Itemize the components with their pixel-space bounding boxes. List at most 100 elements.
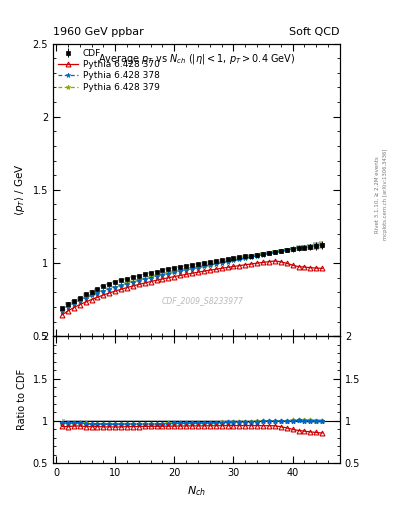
Pythia 6.428 379: [148, 274, 153, 281]
Pythia 6.428 370: [142, 280, 147, 286]
Pythia 6.428 370: [113, 288, 118, 294]
Pythia 6.428 370: [184, 271, 189, 278]
Pythia 6.428 370: [130, 283, 135, 289]
Pythia 6.428 370: [296, 264, 301, 270]
Pythia 6.428 379: [219, 260, 224, 266]
Pythia 6.428 378: [243, 255, 248, 261]
Pythia 6.428 370: [160, 276, 165, 282]
Pythia 6.428 378: [142, 276, 147, 282]
Pythia 6.428 370: [136, 282, 141, 288]
Pythia 6.428 378: [208, 262, 212, 268]
Pythia 6.428 370: [72, 305, 76, 311]
Pythia 6.428 379: [308, 243, 313, 249]
Pythia 6.428 370: [202, 268, 206, 274]
Pythia 6.428 379: [172, 269, 177, 275]
Pythia 6.428 379: [249, 253, 253, 260]
Pythia 6.428 379: [83, 295, 88, 301]
Pythia 6.428 370: [77, 302, 82, 308]
Pythia 6.428 378: [302, 244, 307, 250]
Pythia 6.428 378: [166, 270, 171, 276]
Pythia 6.428 378: [314, 242, 319, 248]
Pythia 6.428 370: [66, 308, 70, 314]
Pythia 6.428 379: [202, 263, 206, 269]
Text: CDF_2009_S8233977: CDF_2009_S8233977: [161, 296, 243, 306]
Pythia 6.428 370: [148, 279, 153, 285]
Pythia 6.428 370: [261, 259, 265, 265]
Pythia 6.428 379: [142, 275, 147, 282]
Pythia 6.428 379: [107, 286, 112, 292]
Pythia 6.428 370: [231, 263, 236, 269]
Pythia 6.428 379: [66, 304, 70, 310]
Line: Pythia 6.428 379: Pythia 6.428 379: [59, 242, 325, 313]
Pythia 6.428 378: [190, 266, 195, 272]
Pythia 6.428 370: [119, 286, 123, 292]
Pythia 6.428 379: [130, 279, 135, 285]
Pythia 6.428 379: [95, 290, 100, 296]
Pythia 6.428 378: [66, 304, 70, 310]
Pythia 6.428 379: [136, 277, 141, 283]
Pythia 6.428 379: [125, 281, 129, 287]
Pythia 6.428 370: [225, 264, 230, 270]
Pythia 6.428 378: [184, 267, 189, 273]
Pythia 6.428 378: [219, 260, 224, 266]
Pythia 6.428 378: [72, 301, 76, 307]
Pythia 6.428 370: [196, 269, 200, 275]
Pythia 6.428 378: [296, 245, 301, 251]
Pythia 6.428 378: [77, 297, 82, 304]
Pythia 6.428 378: [249, 254, 253, 260]
Y-axis label: $\langle p_T \rangle$ / GeV: $\langle p_T \rangle$ / GeV: [13, 163, 27, 216]
Legend: CDF, Pythia 6.428 370, Pythia 6.428 378, Pythia 6.428 379: CDF, Pythia 6.428 370, Pythia 6.428 378,…: [57, 47, 162, 94]
Text: Rivet 3.1.10, ≥ 2.2M events: Rivet 3.1.10, ≥ 2.2M events: [375, 156, 380, 233]
Pythia 6.428 378: [95, 290, 100, 296]
Pythia 6.428 378: [320, 242, 325, 248]
Pythia 6.428 378: [231, 258, 236, 264]
Pythia 6.428 370: [243, 262, 248, 268]
Pythia 6.428 379: [119, 282, 123, 288]
Pythia 6.428 379: [285, 247, 289, 253]
Pythia 6.428 378: [101, 288, 106, 294]
Pythia 6.428 378: [225, 259, 230, 265]
Pythia 6.428 370: [302, 264, 307, 270]
Line: Pythia 6.428 378: Pythia 6.428 378: [59, 242, 325, 313]
Pythia 6.428 370: [213, 266, 218, 272]
Text: 1960 GeV ppbar: 1960 GeV ppbar: [53, 27, 144, 37]
Pythia 6.428 370: [255, 260, 259, 266]
Pythia 6.428 378: [60, 308, 64, 314]
Pythia 6.428 379: [101, 288, 106, 294]
Line: Pythia 6.428 370: Pythia 6.428 370: [59, 259, 325, 317]
Pythia 6.428 370: [314, 265, 319, 271]
Pythia 6.428 378: [160, 272, 165, 278]
Pythia 6.428 379: [237, 256, 242, 262]
Pythia 6.428 379: [243, 255, 248, 261]
Pythia 6.428 370: [172, 273, 177, 280]
Pythia 6.428 379: [320, 241, 325, 247]
Pythia 6.428 379: [266, 250, 271, 256]
Pythia 6.428 370: [95, 294, 100, 301]
Pythia 6.428 378: [178, 268, 183, 274]
Pythia 6.428 370: [237, 263, 242, 269]
Pythia 6.428 378: [154, 273, 159, 279]
Pythia 6.428 379: [225, 258, 230, 264]
Pythia 6.428 378: [266, 250, 271, 257]
Pythia 6.428 378: [278, 248, 283, 254]
Pythia 6.428 379: [261, 251, 265, 258]
Pythia 6.428 379: [72, 301, 76, 307]
Pythia 6.428 370: [190, 270, 195, 276]
Pythia 6.428 378: [89, 292, 94, 298]
Pythia 6.428 379: [302, 244, 307, 250]
Text: Average $p_T$ vs $N_{ch}$ ($|\eta| < 1$, $p_T > 0.4$ GeV): Average $p_T$ vs $N_{ch}$ ($|\eta| < 1$,…: [98, 52, 295, 66]
Pythia 6.428 379: [77, 297, 82, 304]
Pythia 6.428 379: [154, 273, 159, 279]
Pythia 6.428 378: [285, 247, 289, 253]
Pythia 6.428 378: [107, 286, 112, 292]
Pythia 6.428 378: [125, 281, 129, 287]
Pythia 6.428 370: [272, 258, 277, 264]
Pythia 6.428 379: [190, 265, 195, 271]
Pythia 6.428 370: [308, 265, 313, 271]
Text: mcplots.cern.ch [arXiv:1306.3436]: mcplots.cern.ch [arXiv:1306.3436]: [383, 149, 387, 240]
Pythia 6.428 378: [308, 243, 313, 249]
Pythia 6.428 379: [272, 249, 277, 255]
Pythia 6.428 378: [237, 256, 242, 262]
Pythia 6.428 379: [255, 252, 259, 259]
Pythia 6.428 370: [166, 274, 171, 281]
